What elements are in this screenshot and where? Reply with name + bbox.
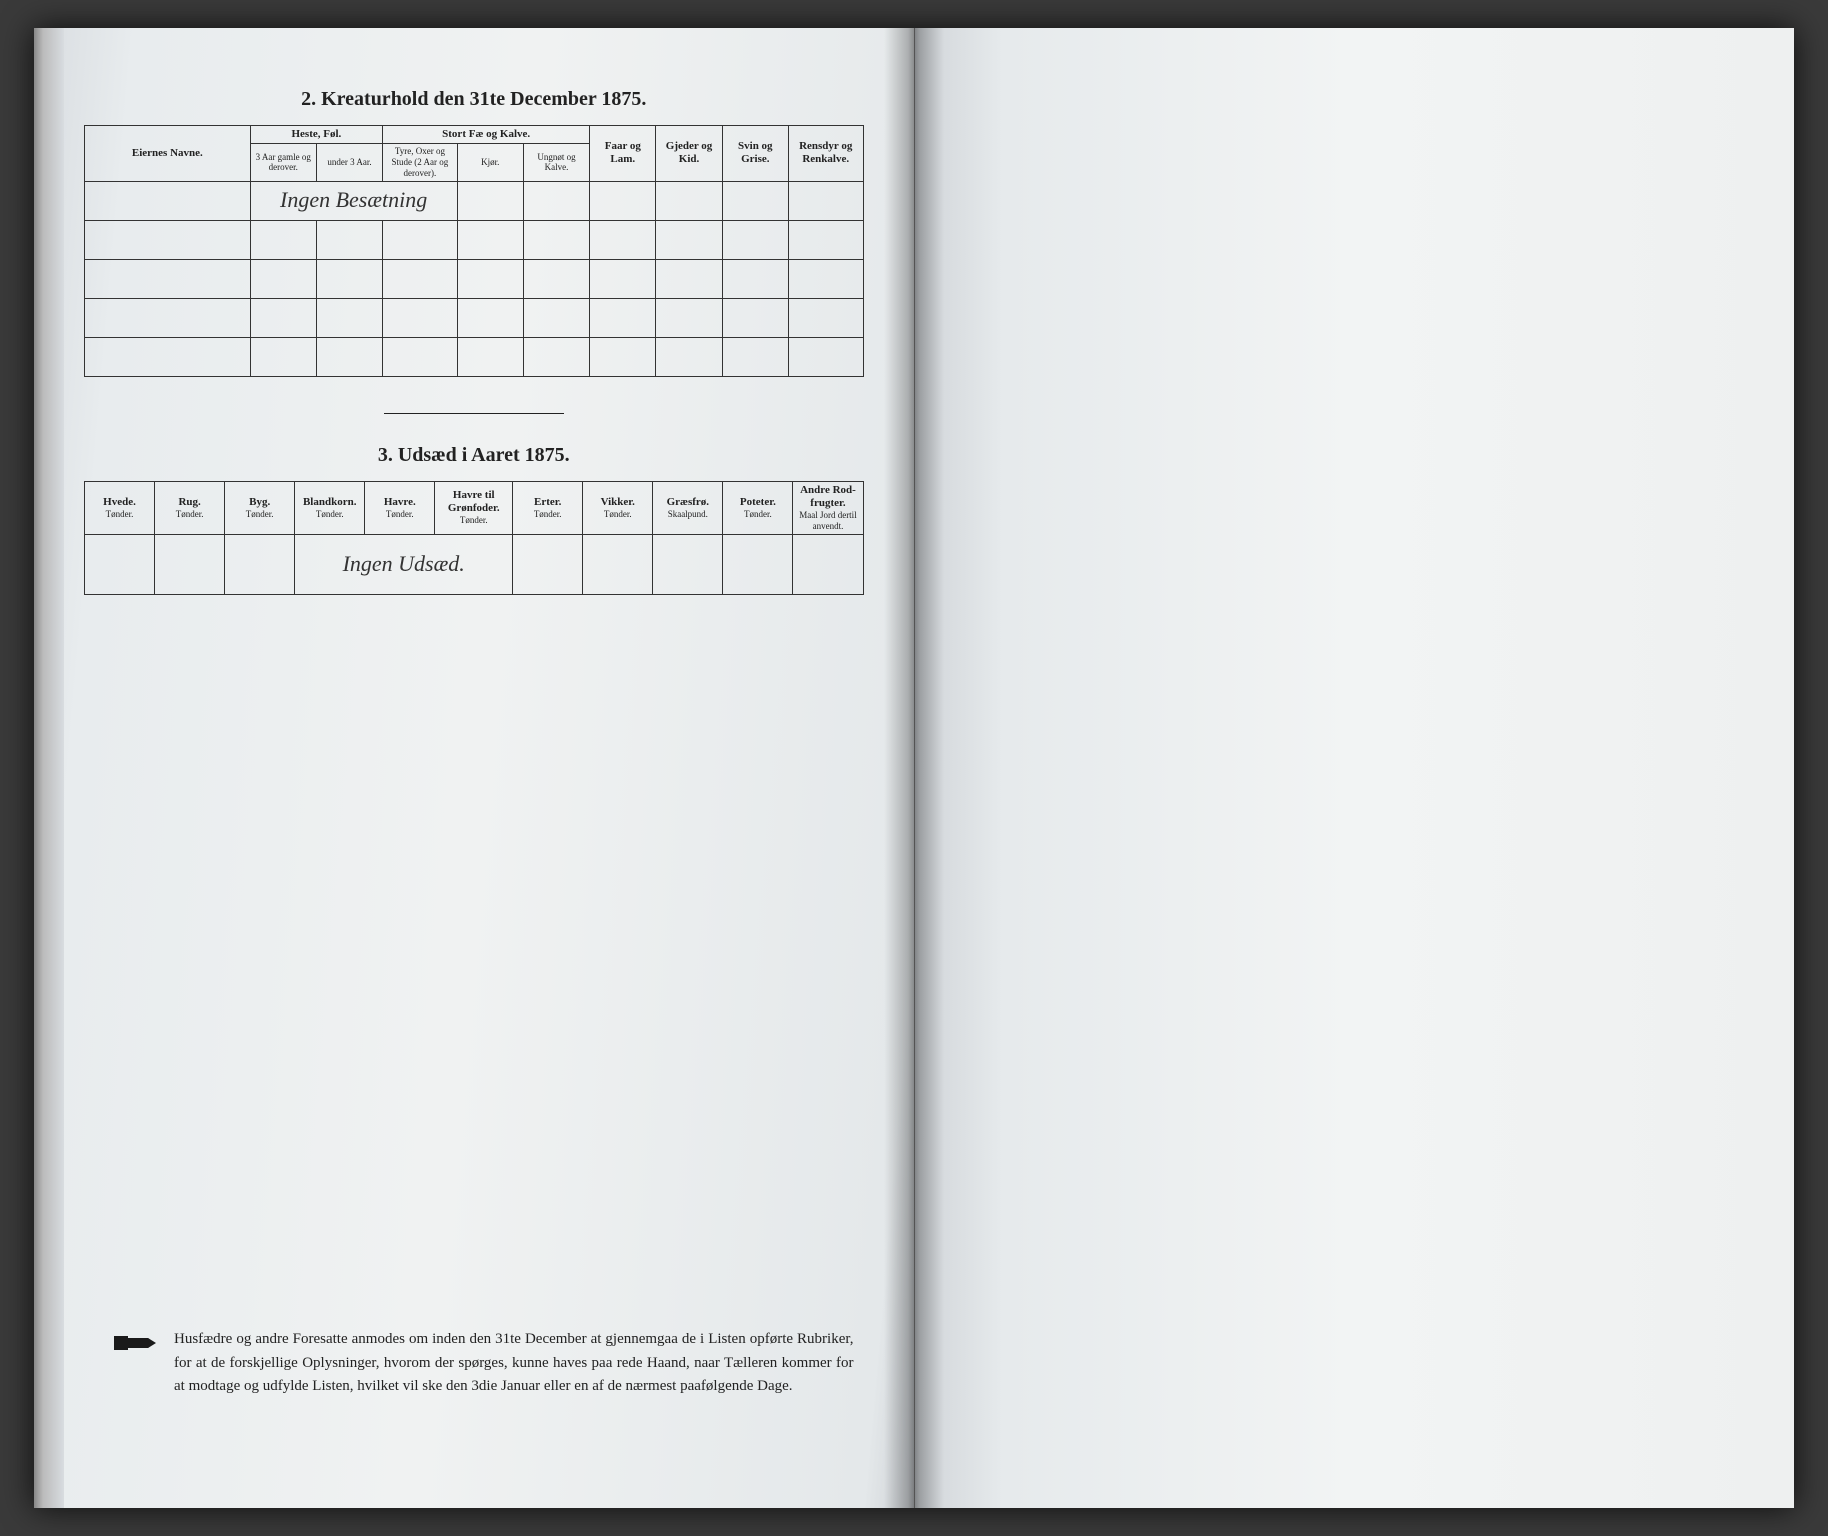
col-vetch-unit: Tønder. bbox=[585, 509, 650, 520]
col-oats-fodder: Havre til Grønfoder. Tønder. bbox=[435, 481, 513, 534]
col-peas-unit: Tønder. bbox=[515, 509, 580, 520]
page-edge-stack bbox=[34, 28, 64, 1508]
col-vetch: Vikker. Tønder. bbox=[583, 481, 653, 534]
table-row: Ingen Udsæd. bbox=[85, 534, 864, 594]
col-oats-unit: Tønder. bbox=[367, 509, 432, 520]
col-owners: Eiernes Navne. bbox=[85, 126, 251, 182]
col-potatoes-label: Poteter. bbox=[725, 496, 790, 509]
col-goats: Gjeder og Kid. bbox=[656, 126, 722, 182]
col-pigs: Svin og Grise. bbox=[722, 126, 788, 182]
col-sheep: Faar og Lam. bbox=[590, 126, 656, 182]
section3-title: 3. Udsæd i Aaret 1875. bbox=[84, 444, 864, 467]
handwritten-entry: Ingen Besætning bbox=[280, 187, 427, 212]
col-other-roots: Andre Rod-frugter. Maal Jord dertil anve… bbox=[793, 481, 863, 534]
col-rye-unit: Tønder. bbox=[157, 509, 222, 520]
pointing-hand-icon bbox=[114, 1330, 158, 1361]
col-oats-fodder-unit: Tønder. bbox=[437, 515, 510, 526]
table-row bbox=[85, 259, 864, 298]
footer-note: Husfædre og andre Foresatte anmodes om i… bbox=[114, 1328, 854, 1398]
document-spread: 2. Kreaturhold den 31te December 1875. E… bbox=[34, 28, 1794, 1508]
col-wheat-label: Hvede. bbox=[87, 496, 152, 509]
table-row: Ingen Besætning bbox=[85, 181, 864, 220]
livestock-table: Eiernes Navne. Heste, Føl. Stort Fæ og K… bbox=[84, 125, 864, 377]
col-cattle-group: Stort Fæ og Kalve. bbox=[383, 126, 590, 144]
col-horses-young: under 3 Aar. bbox=[316, 144, 382, 181]
col-barley-label: Byg. bbox=[227, 496, 292, 509]
col-mixed-label: Blandkorn. bbox=[297, 496, 362, 509]
col-rye: Rug. Tønder. bbox=[155, 481, 225, 534]
col-mixed: Blandkorn. Tønder. bbox=[295, 481, 365, 534]
col-peas-label: Erter. bbox=[515, 496, 580, 509]
col-horses-group: Heste, Føl. bbox=[250, 126, 383, 144]
col-grass: Græsfrø. Skaalpund. bbox=[653, 481, 723, 534]
section-divider bbox=[384, 413, 564, 414]
col-other-roots-label: Andre Rod-frugter. bbox=[795, 484, 860, 510]
seeding-table: Hvede. Tønder. Rug. Tønder. Byg. Tønder.… bbox=[84, 481, 864, 595]
col-other-roots-unit: Maal Jord dertil anvendt. bbox=[795, 510, 860, 532]
col-oats-fodder-label: Havre til Grønfoder. bbox=[437, 489, 510, 515]
col-peas: Erter. Tønder. bbox=[513, 481, 583, 534]
col-barley: Byg. Tønder. bbox=[225, 481, 295, 534]
col-cattle-bulls: Tyre, Oxer og Stude (2 Aar og derover). bbox=[383, 144, 458, 181]
table-row bbox=[85, 337, 864, 376]
col-potatoes-unit: Tønder. bbox=[725, 509, 790, 520]
col-wheat: Hvede. Tønder. bbox=[85, 481, 155, 534]
handwritten-entry: Ingen Udsæd. bbox=[343, 551, 465, 576]
table-row bbox=[85, 220, 864, 259]
col-potatoes: Poteter. Tønder. bbox=[723, 481, 793, 534]
col-barley-unit: Tønder. bbox=[227, 509, 292, 520]
col-oats: Havre. Tønder. bbox=[365, 481, 435, 534]
col-mixed-unit: Tønder. bbox=[297, 509, 362, 520]
col-cattle-cows: Kjør. bbox=[457, 144, 523, 181]
col-oats-label: Havre. bbox=[367, 496, 432, 509]
left-page: 2. Kreaturhold den 31te December 1875. E… bbox=[34, 28, 915, 1508]
col-vetch-label: Vikker. bbox=[585, 496, 650, 509]
col-rye-label: Rug. bbox=[157, 496, 222, 509]
col-reindeer: Rensdyr og Renkalve. bbox=[788, 126, 863, 182]
col-wheat-unit: Tønder. bbox=[87, 509, 152, 520]
footer-text: Husfædre og andre Foresatte anmodes om i… bbox=[174, 1328, 854, 1398]
section2-title: 2. Kreaturhold den 31te December 1875. bbox=[84, 88, 864, 111]
col-horses-old: 3 Aar gamle og derover. bbox=[250, 144, 316, 181]
col-grass-label: Græsfrø. bbox=[655, 496, 720, 509]
col-grass-unit: Skaalpund. bbox=[655, 509, 720, 520]
col-cattle-young: Ungnøt og Kalve. bbox=[523, 144, 589, 181]
table-row bbox=[85, 298, 864, 337]
right-page-blank bbox=[915, 28, 1795, 1508]
